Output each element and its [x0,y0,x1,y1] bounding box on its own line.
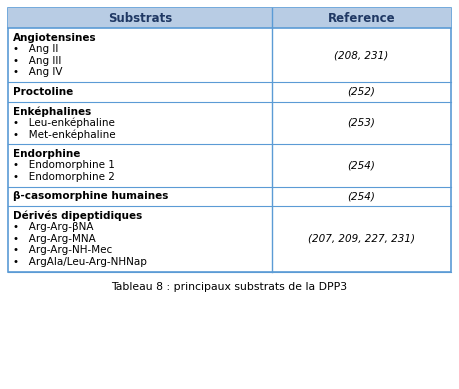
Text: •   Endomorphine 1: • Endomorphine 1 [13,160,115,170]
Text: •   Ang II: • Ang II [13,44,58,54]
Text: (208, 231): (208, 231) [334,50,388,60]
Text: Enképhalines: Enképhalines [13,106,91,116]
Text: Endorphine: Endorphine [13,149,80,159]
Text: •   Arg-Arg-NH-Mec: • Arg-Arg-NH-Mec [13,245,112,255]
Text: •   Ang III: • Ang III [13,56,62,66]
Text: Proctoline: Proctoline [13,87,73,97]
Text: (253): (253) [347,118,375,128]
Text: Substrats: Substrats [108,12,172,25]
Text: (252): (252) [347,87,375,97]
Text: •   ArgAla/Leu-Arg-NHNap: • ArgAla/Leu-Arg-NHNap [13,257,147,267]
Text: Tableau 8 : principaux substrats de la DPP3: Tableau 8 : principaux substrats de la D… [112,282,347,291]
Text: (254): (254) [347,191,375,201]
Bar [8,8,451,272]
Text: Reference: Reference [327,12,395,25]
Text: Angiotensines: Angiotensines [13,33,97,43]
Text: •   Ang IV: • Ang IV [13,67,62,77]
Text: β-casomorphine humaines: β-casomorphine humaines [13,191,168,201]
Text: (207, 209, 227, 231): (207, 209, 227, 231) [308,234,415,244]
Text: •   Met-enképhaline: • Met-enképhaline [13,129,116,140]
Text: Dérivés dipeptidiques: Dérivés dipeptidiques [13,210,142,221]
Text: •   Endomorphine 2: • Endomorphine 2 [13,172,115,182]
Text: •   Leu-enképhaline: • Leu-enképhaline [13,117,115,128]
Text: •   Arg-Arg-βNA: • Arg-Arg-βNA [13,222,94,232]
Bar [8,8,451,28]
Text: •   Arg-Arg-MNA: • Arg-Arg-MNA [13,234,96,244]
Text: (254): (254) [347,160,375,170]
